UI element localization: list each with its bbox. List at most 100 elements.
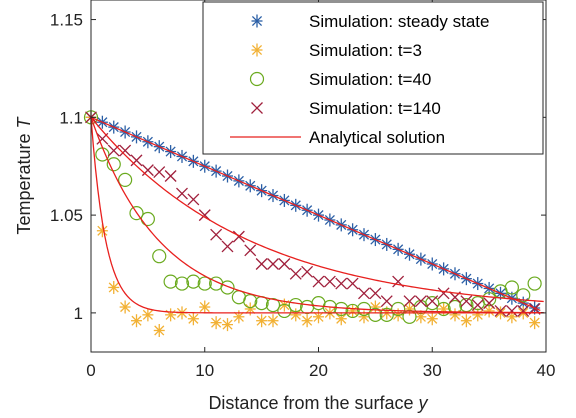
data-point xyxy=(265,297,281,313)
data-point xyxy=(164,170,177,182)
data-point xyxy=(312,275,325,288)
legend-label-t40: Simulation: t=40 xyxy=(309,70,431,89)
y-tick-label: 1.05 xyxy=(50,206,83,225)
data-point xyxy=(232,230,245,243)
analytical-curve-2 xyxy=(90,117,544,314)
legend-label-t140: Simulation: t=140 xyxy=(309,99,441,118)
data-point xyxy=(118,172,133,188)
data-point xyxy=(482,292,497,307)
data-point xyxy=(516,288,531,303)
data-point xyxy=(402,309,417,324)
data-point xyxy=(106,157,121,172)
data-point xyxy=(391,301,406,317)
data-point xyxy=(380,295,393,308)
data-point xyxy=(425,296,440,311)
data-point xyxy=(369,287,382,300)
data-point xyxy=(152,249,167,264)
data-point xyxy=(187,193,200,206)
legend-label-analytical: Analytical solution xyxy=(309,128,445,147)
data-point xyxy=(358,287,370,300)
data-point xyxy=(529,316,541,330)
y-tick-label: 1 xyxy=(74,304,83,323)
y-axis-label: Temperature xyxy=(14,133,34,234)
data-point xyxy=(471,299,484,312)
data-point xyxy=(267,258,279,270)
x-axis-symbol: y xyxy=(417,393,429,413)
data-point xyxy=(289,267,302,280)
data-point xyxy=(153,166,166,179)
data-point xyxy=(244,244,257,257)
data-point xyxy=(323,275,336,288)
legend-marker-t40 xyxy=(249,71,265,87)
data-point xyxy=(108,280,120,294)
data-point xyxy=(379,307,394,322)
data-point xyxy=(142,308,154,322)
data-point xyxy=(505,304,518,317)
data-point xyxy=(197,276,212,291)
data-point xyxy=(504,280,519,295)
data-point xyxy=(141,164,154,177)
data-point xyxy=(460,295,473,308)
data-point xyxy=(426,312,438,326)
analytical-line-steady-state xyxy=(90,116,541,312)
data-point xyxy=(267,314,279,328)
data-point xyxy=(186,274,201,289)
data-point xyxy=(220,280,235,295)
data-point xyxy=(163,274,178,289)
data-point xyxy=(346,277,359,290)
y-tick-label: 1.15 xyxy=(50,11,83,30)
legend-box xyxy=(202,1,544,155)
data-point xyxy=(345,303,360,319)
data-point xyxy=(153,323,165,337)
analytical-curves xyxy=(90,116,544,314)
data-point xyxy=(187,312,199,326)
series-t140 xyxy=(85,111,541,317)
x-tick-label: 20 xyxy=(309,361,328,380)
data-point xyxy=(426,295,439,308)
x-axis-label: Distance from the surface xyxy=(208,393,413,413)
data-point xyxy=(369,300,381,314)
data-point xyxy=(436,301,451,317)
data-point xyxy=(449,308,461,322)
x-tick-label: 30 xyxy=(423,361,442,380)
data-point xyxy=(472,308,484,322)
y-axis-title: Temperature T xyxy=(14,115,34,234)
legend-marker-t140 xyxy=(251,102,263,114)
data-point xyxy=(278,258,291,270)
legend-marker-t3 xyxy=(251,43,263,57)
data-point xyxy=(301,265,314,278)
data-point xyxy=(527,276,542,291)
data-point xyxy=(243,294,258,309)
legend: Simulation: steady state Simulation: t=3… xyxy=(202,1,544,155)
data-point xyxy=(290,308,302,322)
data-point xyxy=(403,295,416,308)
data-point xyxy=(130,154,143,167)
y-axis-symbol: T xyxy=(14,115,34,128)
data-point xyxy=(222,318,233,332)
y-tick-label: 1.1 xyxy=(59,108,83,127)
data-point xyxy=(517,304,530,317)
legend-marker-steady-state xyxy=(251,14,263,28)
data-point xyxy=(119,144,132,157)
data-point xyxy=(288,297,303,313)
data-point xyxy=(131,314,142,328)
data-point xyxy=(119,300,131,314)
ticks-layer: 0 10 20 30 40 1 1.05 1.1 1.15 xyxy=(50,0,556,380)
series-layer xyxy=(83,110,544,337)
analytical-curve-3 xyxy=(90,116,544,303)
data-point xyxy=(460,314,472,328)
data-point xyxy=(301,314,313,328)
x-axis-title: Distance from the surface y xyxy=(208,393,428,413)
data-point xyxy=(174,276,190,291)
data-point xyxy=(256,314,268,328)
data-point xyxy=(176,187,188,200)
data-point xyxy=(335,277,348,290)
data-point xyxy=(277,303,292,319)
legend-label-t3: Simulation: t=3 xyxy=(309,41,422,60)
data-point xyxy=(437,287,450,300)
x-tick-label: 40 xyxy=(537,361,556,380)
data-point xyxy=(210,228,223,241)
analytical-curve-1 xyxy=(90,117,544,314)
data-point xyxy=(221,240,234,253)
